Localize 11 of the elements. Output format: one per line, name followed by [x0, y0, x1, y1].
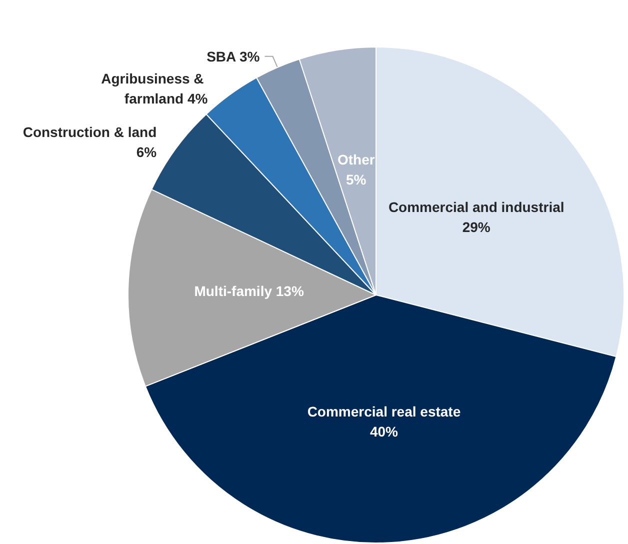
- data-label: 5%: [346, 172, 367, 188]
- data-label: 6%: [136, 144, 158, 160]
- slice-label: Commercial and industrial: [388, 199, 564, 216]
- slice-label: Commercial real estate: [307, 404, 461, 420]
- data-label: 29%: [462, 219, 491, 236]
- slice-label: Other: [337, 152, 376, 168]
- slice-label: Construction & land: [22, 124, 157, 140]
- slice-label: SBA 3%: [206, 48, 260, 64]
- slice-label: Multi-family 13%: [194, 283, 304, 300]
- slice-label: Agribusiness & farmland 4%: [101, 70, 208, 106]
- data-label: 40%: [370, 424, 399, 440]
